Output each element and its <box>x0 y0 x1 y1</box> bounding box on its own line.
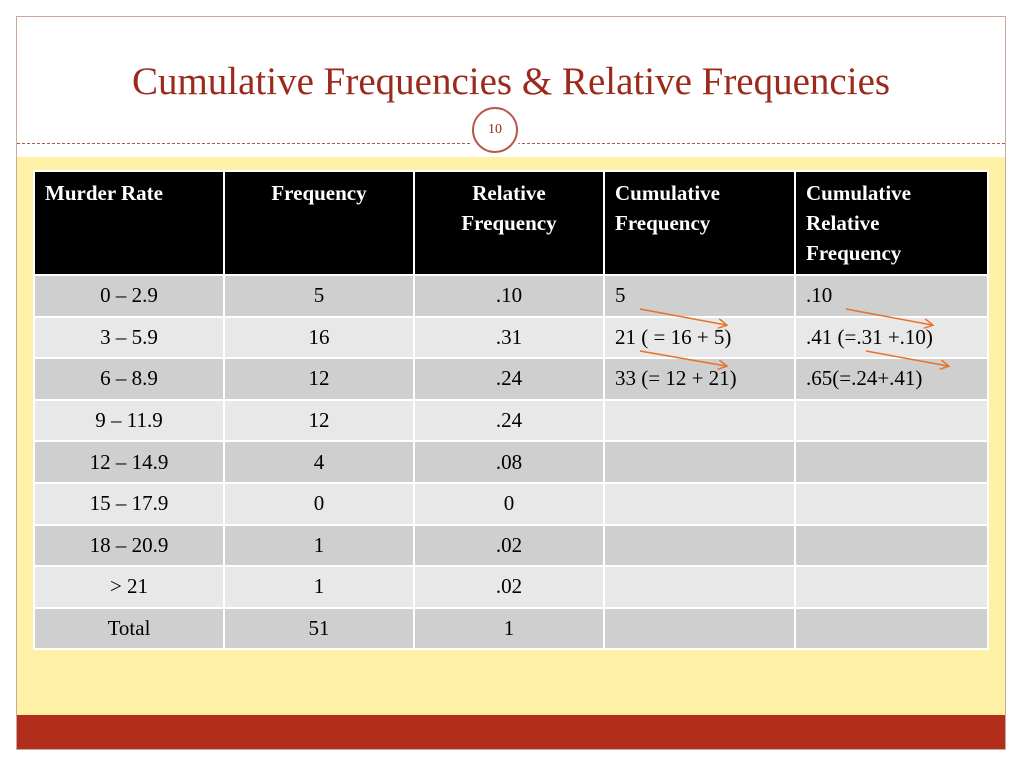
cell-relative-frequency: .10 <box>413 274 605 318</box>
cell-relative-frequency: .02 <box>413 523 605 568</box>
header-relative-frequency: Relative Frequency <box>413 170 605 276</box>
cell-frequency: 4 <box>223 440 415 484</box>
footer-bar <box>17 715 1005 749</box>
cell-relative-frequency: .24 <box>413 357 605 401</box>
cell-relative-frequency: 0 <box>413 481 605 526</box>
cell-cumulative-relative-frequency: .65(=.24+.41) <box>794 357 989 401</box>
cell-murder-rate: 0 – 2.9 <box>33 274 225 318</box>
cell-cumulative-relative-frequency: .41 (=.31 +.10) <box>794 315 989 360</box>
cell-cumulative-frequency: 21 ( = 16 + 5) <box>603 315 796 360</box>
table-header-row: Murder Rate Frequency Relative Frequency… <box>33 170 989 276</box>
cell-frequency: 51 <box>223 606 415 651</box>
cell-cumulative-relative-frequency <box>794 523 989 568</box>
cell-cumulative-frequency <box>603 440 796 484</box>
cell-cumulative-relative-frequency: .10 <box>794 274 989 318</box>
cell-cumulative-frequency: 33 (= 12 + 21) <box>603 357 796 401</box>
page-number-badge: 10 <box>472 107 518 153</box>
page-number: 10 <box>488 122 502 137</box>
cell-cumulative-frequency <box>603 481 796 526</box>
cell-cumulative-relative-frequency <box>794 440 989 484</box>
cell-murder-rate: 6 – 8.9 <box>33 357 225 401</box>
table-row: 15 – 17.9 0 0 <box>33 481 989 526</box>
cell-relative-frequency: 1 <box>413 606 605 651</box>
cell-murder-rate: 15 – 17.9 <box>33 481 225 526</box>
cell-cumulative-relative-frequency <box>794 481 989 526</box>
cell-murder-rate: 3 – 5.9 <box>33 315 225 360</box>
cell-murder-rate: > 21 <box>33 565 225 609</box>
cell-cumulative-frequency <box>603 523 796 568</box>
table-row: 18 – 20.9 1 .02 <box>33 523 989 568</box>
header-murder-rate: Murder Rate <box>33 170 225 276</box>
table-row: > 21 1 .02 <box>33 565 989 609</box>
table-row: 6 – 8.9 12 .24 33 (= 12 + 21) .65(=.24+.… <box>33 357 989 401</box>
cell-frequency: 1 <box>223 523 415 568</box>
cell-relative-frequency: .24 <box>413 398 605 443</box>
header-cumulative-frequency: Cumulative Frequency <box>603 170 796 276</box>
cell-cumulative-frequency <box>603 565 796 609</box>
header-cumulative-relative-frequency: Cumulative Relative Frequency <box>794 170 989 276</box>
cell-frequency: 12 <box>223 357 415 401</box>
cell-relative-frequency: .31 <box>413 315 605 360</box>
cell-frequency: 5 <box>223 274 415 318</box>
cell-frequency: 1 <box>223 565 415 609</box>
cell-cumulative-frequency <box>603 606 796 651</box>
slide-title: Cumulative Frequencies & Relative Freque… <box>131 60 891 103</box>
cell-murder-rate: 18 – 20.9 <box>33 523 225 568</box>
cell-cumulative-relative-frequency <box>794 606 989 651</box>
cell-cumulative-frequency <box>603 398 796 443</box>
header-frequency: Frequency <box>223 170 415 276</box>
table-row-total: Total 51 1 <box>33 606 989 651</box>
cell-frequency: 12 <box>223 398 415 443</box>
table-row: 12 – 14.9 4 .08 <box>33 440 989 484</box>
cell-murder-rate: Total <box>33 606 225 651</box>
cell-murder-rate: 12 – 14.9 <box>33 440 225 484</box>
cell-relative-frequency: .08 <box>413 440 605 484</box>
cell-cumulative-relative-frequency <box>794 398 989 443</box>
cell-cumulative-relative-frequency <box>794 565 989 609</box>
cell-frequency: 0 <box>223 481 415 526</box>
cell-cumulative-frequency: 5 <box>603 274 796 318</box>
table-row: 3 – 5.9 16 .31 21 ( = 16 + 5) .41 (=.31 … <box>33 315 989 360</box>
table-row: 0 – 2.9 5 .10 5 .10 <box>33 274 989 318</box>
cell-murder-rate: 9 – 11.9 <box>33 398 225 443</box>
table-row: 9 – 11.9 12 .24 <box>33 398 989 443</box>
cell-frequency: 16 <box>223 315 415 360</box>
frequency-table: Murder Rate Frequency Relative Frequency… <box>33 170 989 651</box>
cell-relative-frequency: .02 <box>413 565 605 609</box>
